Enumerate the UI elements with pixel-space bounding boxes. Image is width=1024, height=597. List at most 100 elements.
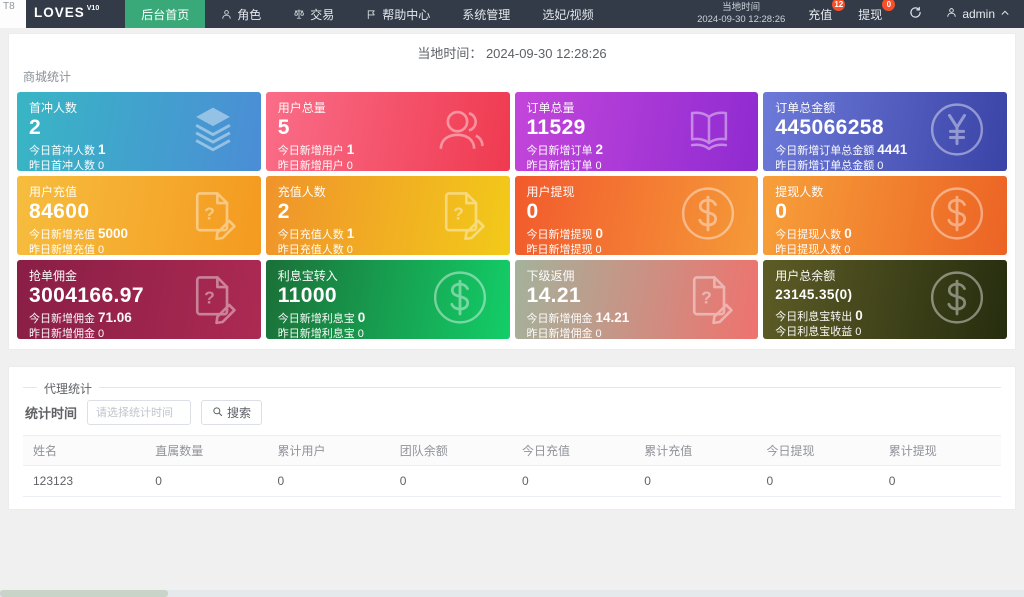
card-title: 用户总量 <box>277 101 326 115</box>
card-value: 445066258 <box>775 116 884 139</box>
search-button-label: 搜索 <box>227 406 252 420</box>
card-line-yesterday: 今日利息宝收益 0 <box>775 326 862 339</box>
time-value: 2024-09-30 12:28:26 <box>485 46 607 61</box>
nav-shortcuts: 充值 12 提现 0 <box>799 0 899 23</box>
stat-time-input[interactable] <box>87 400 192 425</box>
stat-card-9: 抢单佣金 3004166.97 今日新增佣金 71.06 昨日新增佣金 0? <box>17 260 261 339</box>
navbar-time-label: 当地时间 <box>722 1 761 13</box>
stat-card-6: 充值人数 2 今日充值人数 1 昨日充值人数 0? <box>265 176 510 255</box>
local-time-row: 当地时间： 2024-09-30 12:28:26 <box>15 38 1009 68</box>
stat-cards-grid: 首冲人数 2 今日首冲人数 1 昨日首冲人数 0 用户总量 5 今日新增用户 1 昨日新增用户 0 订单… <box>15 92 1009 339</box>
edit-doc-icon: ? <box>185 185 241 246</box>
dollar-circle-icon <box>678 183 738 248</box>
agent-legend: 代理统计 <box>37 380 100 397</box>
nav-shortcut-label: 充值 <box>808 7 833 22</box>
dollar-circle-icon <box>927 267 987 332</box>
card-line-yesterday: 昨日新增佣金 0 <box>526 328 602 339</box>
nav-menu-item-label: 系统管理 <box>462 7 511 22</box>
notification-badge: 0 <box>882 0 896 11</box>
nav-menu-item-1[interactable]: 后台首页 <box>125 0 206 28</box>
card-title: 订单总量 <box>526 101 575 115</box>
refresh-button[interactable] <box>899 6 932 22</box>
table-header-cell: 今日充值 <box>512 435 635 466</box>
card-value: 23145.35(0) <box>775 287 853 302</box>
card-title: 充值人数 <box>277 185 326 199</box>
nav-menu-item-5[interactable]: 系统管理 <box>446 0 526 28</box>
card-line-yesterday: 昨日首冲人数 0 <box>29 160 105 171</box>
scrollbar-thumb[interactable] <box>0 590 168 597</box>
table-header-cell: 团队余额 <box>389 435 512 466</box>
card-line-today: 今日首冲人数 1 <box>29 141 106 157</box>
card-value: 3004166.97 <box>29 284 144 307</box>
nav-shortcut-1[interactable]: 充值 12 <box>808 0 846 23</box>
card-line-yesterday: 昨日新增利息宝 0 <box>277 328 364 339</box>
table-header-cell: 直属数量 <box>145 435 268 466</box>
user-menu[interactable]: admin <box>932 7 1016 21</box>
table-cell: 0 <box>389 465 512 497</box>
top-navbar: LOVES V10 后台首页 角色 交易 帮助中心 系统管理 选妃/视频 当地时间 2024… <box>0 0 1024 28</box>
stat-card-10: 利息宝转入 11000 今日新增利息宝 0 昨日新增利息宝 0 <box>265 260 510 339</box>
nav-menu-item-4[interactable]: 帮助中心 <box>350 0 446 28</box>
edit-doc-icon: ? <box>185 269 241 330</box>
layers-icon <box>185 102 241 161</box>
nav-shortcut-2[interactable]: 提现 0 <box>858 0 896 23</box>
logo-text: LOVES <box>34 5 85 20</box>
card-line-yesterday: 昨日新增订单 0 <box>526 160 602 171</box>
nav-menu-item-label: 后台首页 <box>141 7 190 22</box>
card-value: 14.21 <box>526 284 582 307</box>
dollar-circle-icon <box>430 267 490 332</box>
svg-text:?: ? <box>453 203 464 223</box>
card-line-today: 今日新增订单总金额 4441 <box>775 141 908 157</box>
card-title: 利息宝转入 <box>277 269 338 283</box>
nav-menu-item-6[interactable]: 选妃/视频 <box>526 0 609 28</box>
card-value: 0 <box>775 200 788 223</box>
section-title: 商城统计 <box>23 70 72 84</box>
card-title: 首冲人数 <box>29 101 78 115</box>
table-row: 123123 0 0 0 0 0 0 0 <box>23 465 1001 497</box>
notification-badge: 12 <box>832 0 846 11</box>
user-icon <box>221 9 232 20</box>
nav-menu-item-3[interactable]: 交易 <box>277 0 350 28</box>
navbar-time-value: 2024-09-30 12:28:26 <box>697 14 786 25</box>
yen-circle-icon <box>927 99 987 164</box>
chevron-up-icon <box>1000 7 1010 21</box>
card-value: 11000 <box>277 284 337 307</box>
table-cell: 0 <box>512 465 635 497</box>
card-line-today: 今日提现人数 0 <box>775 225 852 241</box>
table-cell: 0 <box>878 465 1001 497</box>
navbar-right: 当地时间 2024-09-30 12:28:26 充值 12 提现 0 admin <box>683 0 1024 28</box>
nav-shortcut-label: 提现 <box>858 7 883 22</box>
card-value: 84600 <box>29 200 90 223</box>
card-line-yesterday: 昨日新增订单总金额 0 <box>775 160 884 171</box>
card-title: 用户提现 <box>526 185 575 199</box>
bottom-scrollbar[interactable] <box>0 590 1024 597</box>
agent-panel: 代理统计 统计时间 搜索 姓名直属数量累计用户团队余额今日充值累计充值今日提现累… <box>8 366 1016 510</box>
card-line-yesterday: 昨日新增用户 0 <box>277 160 353 171</box>
card-line-today: 今日新增佣金 71.06 <box>29 309 132 325</box>
svg-text:?: ? <box>204 287 215 307</box>
nav-menu-item-2[interactable]: 角色 <box>205 0 277 28</box>
stats-panel: 当地时间： 2024-09-30 12:28:26 商城统计 首冲人数 2 今日首冲… <box>8 33 1016 350</box>
corner-label: T8 <box>0 0 26 28</box>
card-title: 抢单佣金 <box>29 269 78 283</box>
table-header-cell: 姓名 <box>23 435 146 466</box>
nav-menu-item-label: 角色 <box>237 7 262 22</box>
time-label: 当地时间： <box>417 46 483 61</box>
table-cell: 0 <box>145 465 268 497</box>
table-cell: 0 <box>267 465 390 497</box>
agent-table: 姓名 直属数量 累计用户 团队余额 今日充值 累计充值 今日提现 累计提现 123123 0 0 0… <box>23 435 1001 497</box>
table-cell: 123123 <box>23 465 146 497</box>
card-line-today: 今日新增用户 1 <box>277 141 355 157</box>
nav-menu-item-label: 帮助中心 <box>382 7 431 22</box>
search-button[interactable]: 搜索 <box>201 400 263 425</box>
card-value: 2 <box>277 200 290 223</box>
edit-doc-icon: ? <box>434 185 490 246</box>
navbar-local-time: 当地时间 2024-09-30 12:28:26 <box>683 2 799 27</box>
stat-card-5: 用户充值 84600 今日新增充值 5000 昨日新增充值 0? <box>17 176 261 255</box>
card-title: 提现人数 <box>775 185 824 199</box>
svg-text:?: ? <box>204 203 215 223</box>
filter-label: 统计时间 <box>25 406 78 421</box>
flag-icon <box>366 9 377 20</box>
search-icon <box>212 406 223 420</box>
username-label: admin <box>962 7 995 21</box>
